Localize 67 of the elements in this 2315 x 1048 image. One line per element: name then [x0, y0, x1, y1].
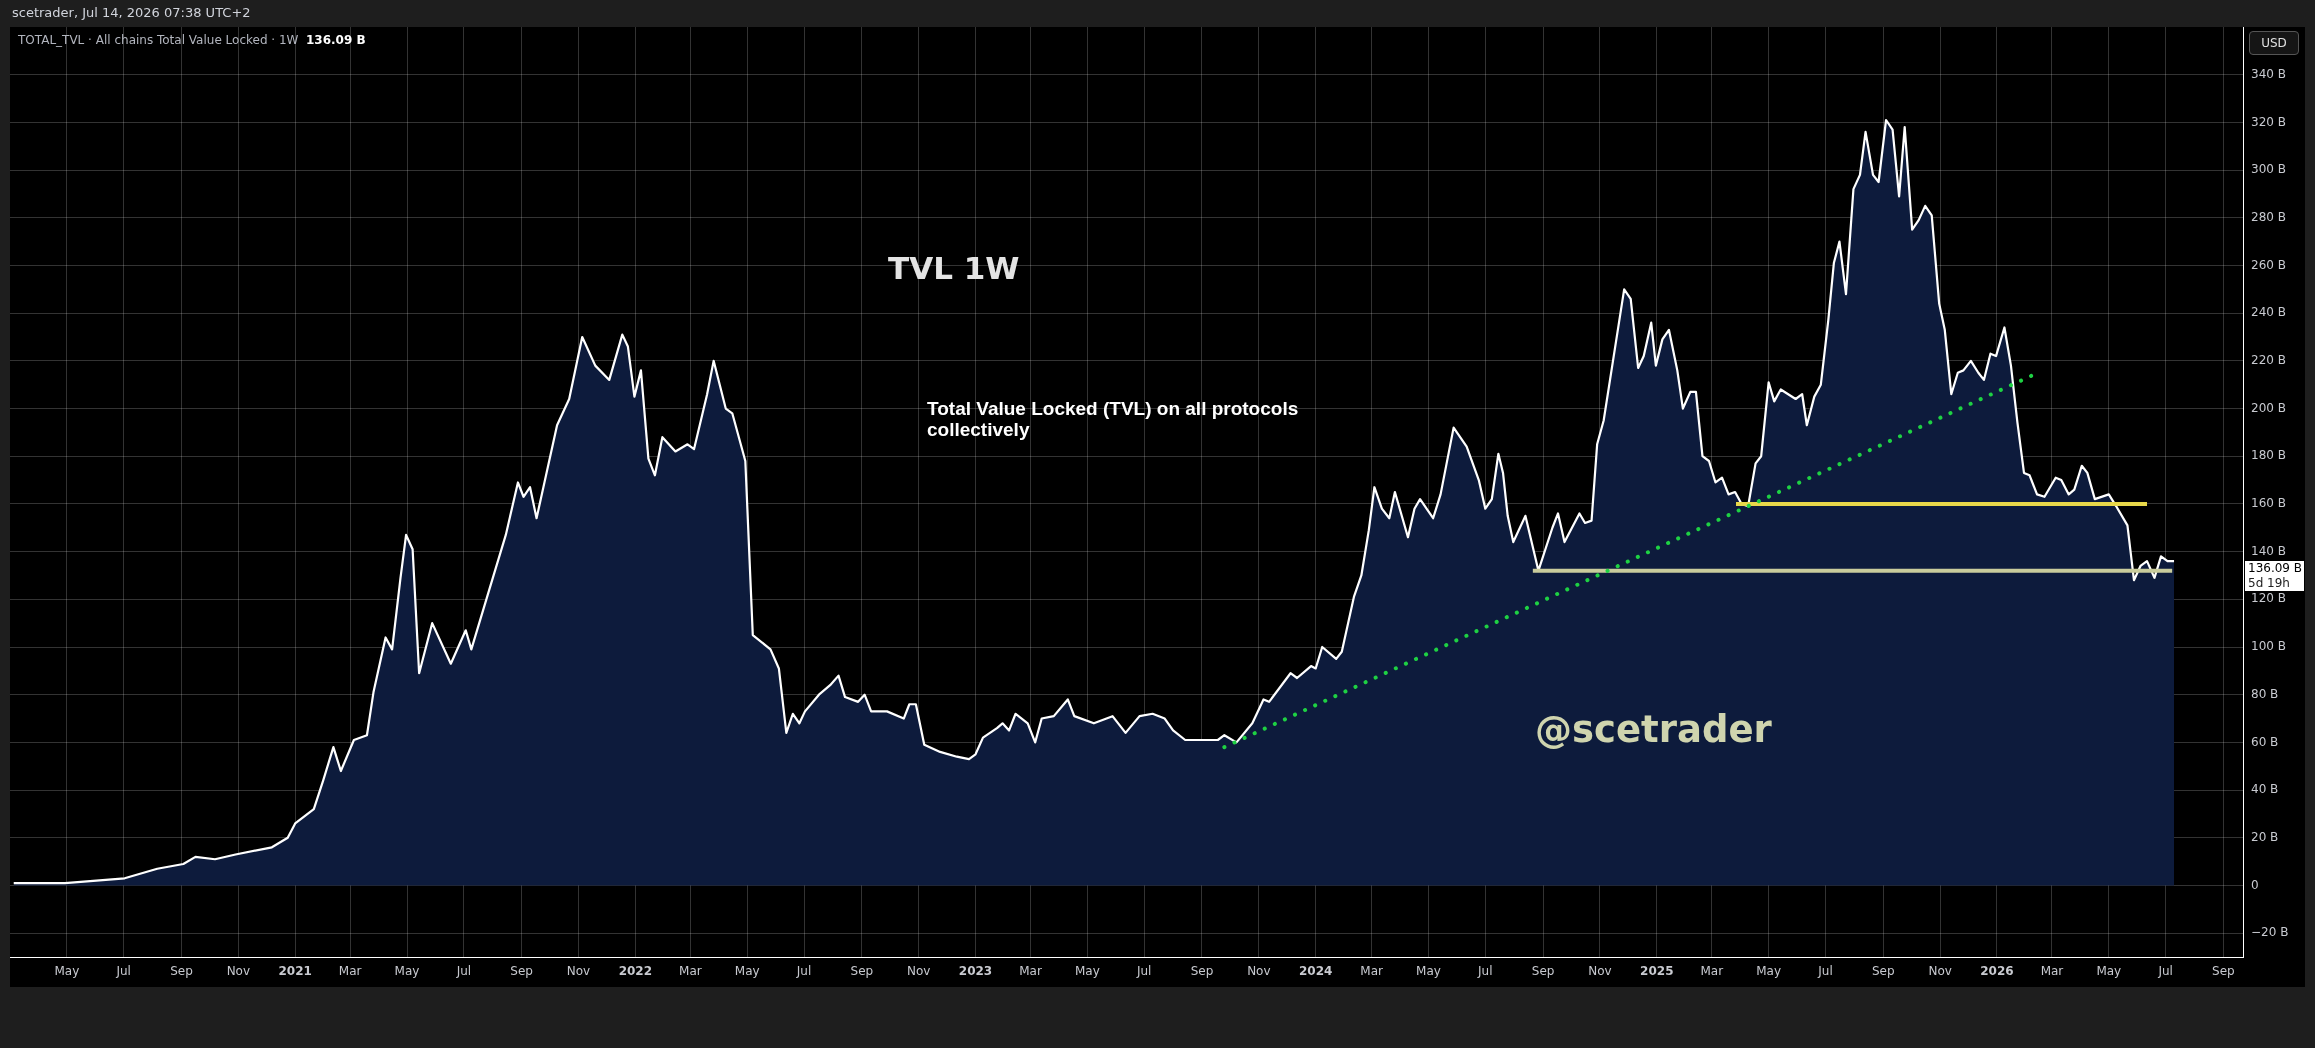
x-tick-label: Jul — [115, 964, 131, 979]
annotation: Total Value Locked (TVL) on all protocols collectively — [927, 398, 1300, 440]
x-tick-label: Jul — [2157, 964, 2173, 979]
x-tick-label: 2021 — [278, 964, 312, 979]
x-tick-label: Nov — [906, 964, 931, 979]
x-tick-label: Nov — [1928, 964, 1952, 979]
text: TVL 1W — [888, 250, 1020, 286]
x-tick-label: Mar — [2040, 964, 2064, 979]
x-tick-label: Nov — [1247, 964, 1271, 979]
y-axis-title: USD — [2249, 31, 2299, 55]
x-tick-label: Mar — [1360, 964, 1383, 979]
x-tick-label: Jul — [1477, 964, 1493, 979]
x-tick-label: May — [734, 964, 760, 979]
y-tick-label: 20 B — [2251, 829, 2279, 844]
x-tick-label: May — [1074, 964, 1100, 979]
x-tick-label: Mar — [679, 964, 702, 979]
y-tick-label: 260 B — [2251, 257, 2286, 272]
x-tick-label: Sep — [510, 964, 533, 979]
x-tick-label: 2022 — [618, 964, 653, 979]
y-tick-label: 220 B — [2251, 352, 2286, 367]
x-tick-label: May — [1756, 964, 1782, 979]
y-tick-label: 0 — [2251, 877, 2259, 892]
y-tick-label: 60 B — [2251, 734, 2279, 749]
x-tick-label: Mar — [1019, 964, 1042, 979]
x-tick-label: Jul — [1817, 964, 1833, 979]
annotation: TOTAL_TVL · All chains Total Value Locked · 1W — [18, 33, 299, 47]
y-tick-label: 340 B — [2251, 66, 2286, 81]
y-tick-label: 140 B — [2251, 543, 2286, 558]
x-tick-label: Nov — [1588, 964, 1612, 979]
x-tick-label: Jul — [795, 964, 812, 979]
x-tick-label: 2024 — [1298, 964, 1333, 979]
annotation: @scetrader — [1535, 708, 1772, 751]
y-tick-label: 320 B — [2251, 114, 2286, 129]
x-tick-label: Jul — [1135, 964, 1152, 979]
x-tick-label: Nov — [226, 964, 251, 979]
y-tick-label: 80 B — [2251, 686, 2279, 701]
x-tick-label: Sep — [850, 964, 874, 979]
text: scetrader, Jul 14, 2026 07:38 UTC+2 — [12, 5, 251, 20]
x-tick-label: 2026 — [1980, 964, 2014, 979]
x-tick-label: Mar — [1700, 964, 1724, 979]
x-tick-label: Sep — [1871, 964, 1895, 979]
y-tick-label: 280 B — [2251, 209, 2286, 224]
y-tick-label: −20 B — [2251, 925, 2289, 940]
y-tick-label: 120 B — [2251, 591, 2286, 606]
x-tick-label: Sep — [2212, 964, 2235, 979]
y-tick-label: 180 B — [2251, 448, 2286, 463]
text: 5d 19h — [2245, 576, 2304, 591]
text: 136.09 B — [2245, 561, 2304, 576]
annotation: 136.09 B — [306, 33, 366, 47]
x-tick-label: Sep — [1190, 964, 1214, 979]
x-tick-label: 2025 — [1640, 964, 1674, 979]
x-tick-label: 2023 — [958, 964, 993, 979]
y-tick-label: 160 B — [2251, 496, 2286, 511]
x-tick-label: Mar — [338, 964, 362, 979]
x-tick-label: May — [1416, 964, 1441, 979]
y-tick-label: 300 B — [2251, 162, 2286, 177]
y-tick-label: 240 B — [2251, 305, 2286, 320]
x-tick-label: Sep — [170, 964, 193, 979]
x-tick-label: May — [394, 964, 420, 979]
y-tick-label: 200 B — [2251, 400, 2286, 415]
x-tick-label: May — [2096, 964, 2122, 979]
y-tick-label: 100 B — [2251, 639, 2286, 654]
x-tick-label: Sep — [1531, 964, 1555, 979]
x-tick-label: Nov — [566, 964, 591, 979]
x-tick-label: Jul — [455, 964, 472, 979]
y-tick-label: 40 B — [2251, 782, 2279, 797]
x-tick-label: May — [54, 964, 80, 979]
